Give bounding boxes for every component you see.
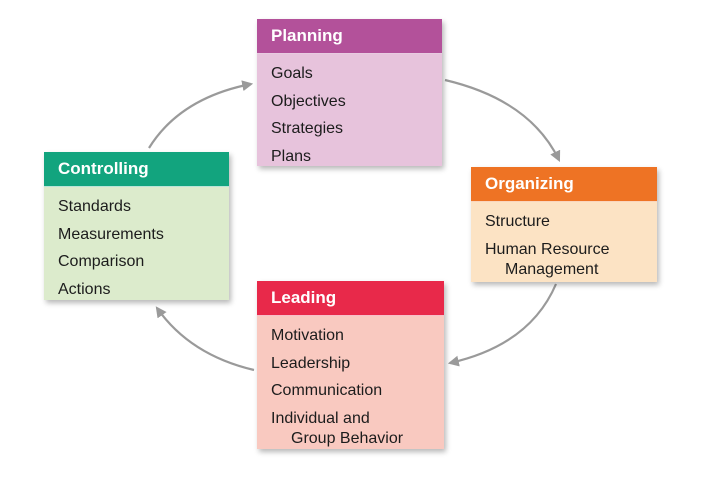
leading-box: Leading Motivation Leadership Communicat… — [257, 281, 444, 449]
leading-item-leadership: Leadership — [271, 354, 351, 372]
organizing-box: Organizing Structure Human Resource Mana… — [471, 167, 657, 282]
leading-header: Leading — [257, 281, 444, 316]
leading-item-motivation: Motivation — [271, 327, 344, 344]
planning-items: Goals Objectives Strategies Plans — [257, 54, 442, 170]
planning-item-goals: Goals — [271, 65, 313, 82]
arrow-organizing-to-leading — [447, 283, 558, 367]
organizing-header: Organizing — [471, 167, 657, 202]
organizing-item-structure: Structure — [485, 213, 550, 230]
planning-item-objectives: Objectives — [271, 92, 346, 110]
leading-item-line-2: Group Behavior — [291, 429, 404, 447]
controlling-item-measurements: Measurements — [58, 225, 164, 243]
organizing-item-line-1: Human Resource — [485, 240, 610, 258]
leading-item-communication: Communication — [271, 382, 383, 399]
planning-item-plans: Plans — [271, 147, 312, 165]
planning-header: Planning — [257, 19, 442, 54]
controlling-item-comparison: Comparison — [58, 253, 145, 270]
organizing-item-line-2: Management — [505, 260, 599, 278]
controlling-items: Standards Measurements Comparison Action… — [44, 187, 229, 303]
organizing-item-human-resource-management: Human Resource Management — [485, 236, 657, 280]
planning-box: Planning Goals Objectives Strategies Pla… — [257, 19, 442, 166]
controlling-box: Controlling Standards Measurements Compa… — [44, 152, 229, 300]
arrow-controlling-to-planning — [148, 80, 254, 149]
leading-item-individual-group-behavior: Individual and Group Behavior — [271, 405, 444, 449]
arrow-leading-to-controlling — [155, 306, 255, 372]
planning-item-strategies: Strategies — [271, 120, 344, 137]
controlling-item-actions: Actions — [58, 280, 111, 298]
leading-item-line-1: Individual and — [271, 409, 370, 427]
controlling-header: Controlling — [44, 152, 229, 187]
arrow-planning-to-organizing — [444, 78, 561, 162]
organizing-items: Structure Human Resource Management — [471, 202, 657, 280]
controlling-item-standards: Standards — [58, 198, 131, 215]
leading-items: Motivation Leadership Communication Indi… — [257, 316, 444, 449]
